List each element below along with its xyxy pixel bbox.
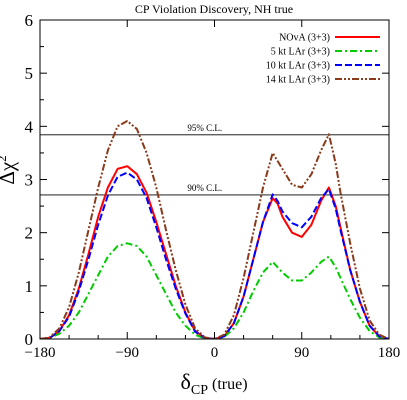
y-axis-label-sup: 2	[0, 155, 9, 162]
y-tick-label-5: 5	[25, 64, 34, 83]
x-tick-label-3: 90	[294, 345, 309, 361]
reference-lines: 95% C.L. 90% C.L.	[40, 123, 389, 196]
y-tick-label-3: 3	[25, 171, 34, 190]
x-tick-label-4: 180	[378, 345, 401, 361]
y-tick-label-2: 2	[25, 224, 34, 243]
y-tick-label-6: 6	[25, 11, 34, 30]
reference-line-label-0: 95% C.L.	[187, 123, 222, 133]
series-line-3	[40, 120, 389, 339]
x-tick-label-2: 0	[211, 345, 219, 361]
x-tick-label-1: −90	[116, 345, 139, 361]
y-axis-label: Δχ2	[0, 155, 19, 184]
series-line-1	[40, 242, 389, 339]
series-layer	[40, 120, 389, 339]
y-tick-label-1: 1	[25, 277, 34, 296]
series-line-2	[40, 171, 389, 339]
reference-line-label-1: 90% C.L.	[187, 183, 222, 193]
x-axis-ticks: −180 −90 0 90 180	[25, 20, 401, 361]
legend-label-1: 5 kt LAr (3+3)	[271, 47, 330, 58]
legend-label-2: 10 kt LAr (3+3)	[266, 61, 330, 72]
legend: NOvA (3+3) 5 kt LAr (3+3) 10 kt LAr (3+3) 1…	[266, 33, 380, 86]
legend-label-3: 14 kt LAr (3+3)	[266, 75, 330, 86]
x-tick-label-0: −180	[25, 345, 56, 361]
x-axis-label-suffix: (true)	[208, 376, 248, 393]
chart-title: CP Violation Discovery, NH true	[135, 2, 293, 16]
x-axis-label-sub: CP	[191, 383, 208, 398]
y-axis-ticks: 0 1 2 3 4 5 6	[25, 11, 389, 349]
y-tick-label-0: 0	[25, 330, 34, 349]
y-axis-label-main: Δχ	[0, 161, 19, 185]
x-axis-label: δCP (true)	[180, 369, 247, 398]
y-tick-label-4: 4	[25, 117, 34, 136]
x-axis-label-main: δ	[180, 369, 190, 394]
plot-frame	[39, 19, 390, 340]
legend-label-0: NOvA (3+3)	[279, 33, 330, 44]
